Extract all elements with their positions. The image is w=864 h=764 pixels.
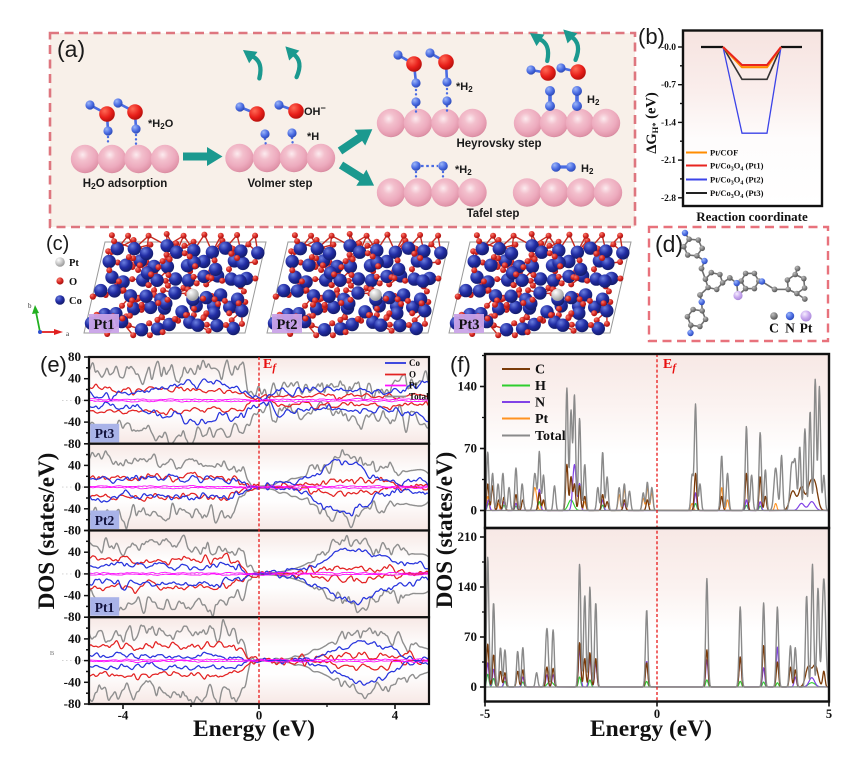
svg-text:140: 140 [458, 579, 478, 594]
svg-text:0: 0 [654, 707, 660, 721]
svg-text:Ef: Ef [263, 357, 277, 374]
svg-text:-80: -80 [64, 523, 81, 538]
svg-text:Pt/Co3O4 (Pt2): Pt/Co3O4 (Pt2) [710, 175, 764, 187]
svg-text:B: B [50, 650, 55, 657]
svg-text:ΔGH* (eV): ΔGH* (eV) [644, 92, 661, 154]
svg-text:Reaction coordinate: Reaction coordinate [696, 209, 808, 224]
svg-text:(c): (c) [46, 233, 69, 255]
svg-text:*H2O: *H2O [148, 118, 174, 131]
svg-text:O: O [409, 370, 416, 380]
svg-text:OH−: OH− [304, 103, 326, 118]
svg-text:Pt3: Pt3 [459, 317, 480, 333]
svg-text:Total: Total [409, 392, 429, 402]
svg-text:-0.0: -0.0 [661, 43, 676, 53]
svg-text:(e): (e) [40, 352, 67, 377]
svg-text:*H2: *H2 [455, 164, 472, 177]
svg-text:-40: -40 [64, 674, 81, 689]
svg-text:Pt1: Pt1 [94, 317, 115, 333]
svg-text:O: O [69, 277, 77, 288]
svg-text:0: 0 [75, 392, 82, 407]
svg-text:C: C [535, 363, 545, 378]
svg-text:(f): (f) [450, 352, 471, 377]
svg-text:140: 140 [458, 379, 478, 394]
svg-text:40: 40 [68, 457, 81, 472]
svg-text:DOS (states/eV): DOS (states/eV) [432, 452, 457, 609]
svg-text:Pt3: Pt3 [95, 426, 115, 441]
svg-text:DOS (states/eV): DOS (states/eV) [34, 453, 59, 610]
svg-text:-40: -40 [64, 588, 81, 603]
svg-text:Pt: Pt [535, 412, 549, 427]
svg-text:Pt2: Pt2 [277, 317, 298, 333]
svg-text:-4: -4 [118, 708, 129, 723]
svg-text:40: 40 [68, 544, 81, 559]
svg-text:H2: H2 [581, 163, 594, 176]
svg-text:4: 4 [392, 708, 399, 723]
svg-text:Pt: Pt [69, 258, 79, 269]
svg-text:-0.7: -0.7 [661, 81, 676, 91]
svg-text:Tafel step: Tafel step [467, 208, 520, 220]
svg-text:Volmer step: Volmer step [248, 178, 313, 190]
svg-text:H: H [535, 379, 546, 394]
svg-text:-2.8: -2.8 [661, 194, 676, 204]
svg-text:b: b [28, 302, 32, 310]
svg-text:70: 70 [464, 629, 477, 644]
svg-text:5: 5 [826, 707, 832, 721]
svg-text:Pt: Pt [409, 381, 418, 391]
svg-text:70: 70 [464, 441, 477, 456]
svg-text:*H2: *H2 [456, 81, 473, 94]
svg-text:-5: -5 [480, 707, 490, 721]
svg-text:(d): (d) [655, 231, 683, 257]
svg-text:0: 0 [256, 708, 263, 723]
svg-text:Co: Co [409, 358, 420, 368]
svg-text:(a): (a) [57, 36, 85, 62]
svg-text:Energy (eV): Energy (eV) [590, 716, 712, 742]
svg-text:Pt/COF: Pt/COF [710, 148, 738, 158]
svg-text:0: 0 [471, 503, 478, 518]
svg-text:-1.4: -1.4 [661, 118, 676, 128]
svg-text:N: N [535, 396, 545, 411]
svg-text:40: 40 [68, 631, 81, 646]
svg-text:-40: -40 [64, 501, 81, 516]
svg-text:H2O adsorption: H2O adsorption [83, 178, 168, 191]
svg-text:-80: -80 [64, 696, 81, 711]
svg-text:*H: *H [307, 131, 319, 143]
svg-text:a: a [66, 330, 70, 338]
svg-text:-80: -80 [64, 436, 81, 451]
svg-text:-80: -80 [64, 609, 81, 624]
svg-text:Co: Co [69, 296, 82, 307]
svg-text:0: 0 [75, 479, 82, 494]
svg-text:-40: -40 [64, 414, 81, 429]
svg-text:H2: H2 [587, 94, 600, 107]
svg-text:Total: Total [535, 429, 566, 444]
svg-text:Heyrovsky step: Heyrovsky step [456, 138, 541, 150]
svg-text:-2.1: -2.1 [661, 156, 676, 166]
svg-text:80: 80 [68, 349, 81, 364]
svg-text:0: 0 [471, 679, 478, 694]
svg-text:Pt2: Pt2 [95, 513, 115, 528]
svg-text:0: 0 [75, 566, 82, 581]
svg-text:0: 0 [75, 653, 82, 668]
svg-text:Pt/Co3O4 (Pt1): Pt/Co3O4 (Pt1) [710, 161, 764, 173]
svg-text:Pt1: Pt1 [95, 600, 115, 615]
svg-text:210: 210 [458, 529, 478, 544]
svg-text:N: N [785, 321, 795, 336]
svg-text:40: 40 [68, 371, 81, 386]
svg-text:Energy (eV): Energy (eV) [193, 716, 315, 742]
svg-text:Pt: Pt [800, 321, 813, 336]
svg-text:(b): (b) [638, 24, 665, 49]
svg-text:Ef: Ef [663, 357, 677, 374]
svg-text:Pt/Co3O4 (Pt3): Pt/Co3O4 (Pt3) [710, 188, 764, 200]
svg-text:C: C [769, 321, 779, 336]
